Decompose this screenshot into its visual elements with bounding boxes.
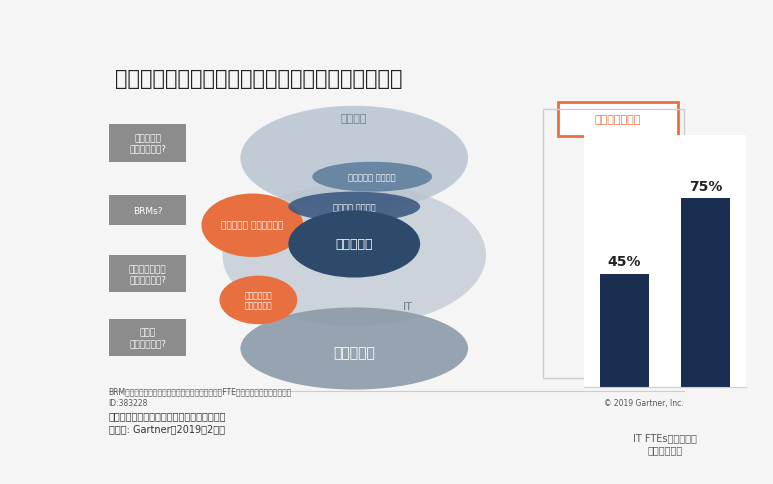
Ellipse shape	[288, 192, 421, 222]
Text: 開発チーム: 開発チーム	[335, 238, 373, 251]
FancyBboxPatch shape	[558, 103, 678, 136]
Text: スペシャリスト
マネージャー?: スペシャリスト マネージャー?	[129, 265, 166, 284]
Ellipse shape	[202, 194, 303, 257]
Text: IT FTEsが直接的に
もたらす価値: IT FTEsが直接的に もたらす価値	[633, 433, 696, 454]
FancyBboxPatch shape	[108, 125, 186, 163]
Text: アジャイルな
アーキテクト: アジャイルな アーキテクト	[244, 290, 272, 310]
Bar	[681, 198, 730, 387]
Text: 75%: 75%	[689, 180, 722, 194]
Text: ソース: Gartner（2019年2月）: ソース: Gartner（2019年2月）	[108, 424, 225, 433]
Text: チーム
マネージャー?: チーム マネージャー?	[129, 328, 166, 348]
Ellipse shape	[288, 211, 421, 278]
Ellipse shape	[312, 163, 432, 192]
Ellipse shape	[240, 308, 468, 390]
Text: IT: IT	[404, 302, 413, 312]
Text: ビジネス: ビジネス	[341, 114, 367, 124]
Text: 45%: 45%	[608, 255, 641, 269]
Ellipse shape	[240, 106, 468, 211]
Text: よりフラットな製品組織ではオーバーヘッドが低減: よりフラットな製品組織ではオーバーヘッドが低減	[114, 69, 402, 89]
Text: 運営チーム: 運営チーム	[333, 346, 375, 360]
Ellipse shape	[220, 276, 298, 325]
Text: ID:383228: ID:383228	[108, 399, 148, 408]
Text: プロダクト
マネージャー?: プロダクト マネージャー?	[129, 134, 166, 153]
Text: BRM＝ビジネスリレーションシップマネージャー、FTE＝フルタイム従業員に相当: BRM＝ビジネスリレーションシップマネージャー、FTE＝フルタイム従業員に相当	[108, 386, 292, 395]
Text: © 2019 Gartner, Inc.: © 2019 Gartner, Inc.	[604, 399, 684, 408]
FancyBboxPatch shape	[108, 256, 186, 293]
Text: プロダクト オーナー: プロダクト オーナー	[349, 173, 396, 182]
FancyBboxPatch shape	[108, 196, 186, 226]
FancyBboxPatch shape	[108, 319, 186, 356]
Text: プロダクト マネージャー: プロダクト マネージャー	[221, 221, 284, 230]
Text: グラフは、保険会社での成果を示しています: グラフは、保険会社での成果を示しています	[108, 410, 226, 420]
Text: 雇われリーダー: 雇われリーダー	[594, 115, 641, 124]
Bar	[600, 274, 649, 387]
Text: スクラム マスター: スクラム マスター	[333, 203, 376, 212]
Text: BRMs?: BRMs?	[133, 206, 162, 215]
Ellipse shape	[223, 185, 486, 326]
